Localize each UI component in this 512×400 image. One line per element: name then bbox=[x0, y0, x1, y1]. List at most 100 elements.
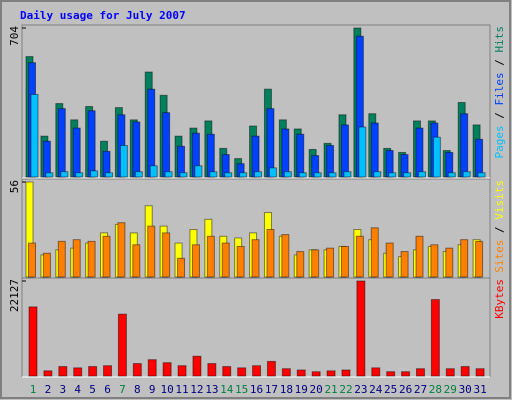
x-tick-label: 15 bbox=[235, 383, 248, 396]
bar bbox=[462, 171, 471, 178]
bar bbox=[149, 165, 158, 178]
bar bbox=[415, 235, 424, 278]
bar bbox=[164, 171, 173, 178]
bar bbox=[87, 240, 96, 278]
bar bbox=[460, 239, 469, 278]
bar bbox=[206, 235, 215, 278]
bar bbox=[268, 167, 277, 178]
bar bbox=[281, 234, 290, 278]
bar bbox=[224, 172, 233, 178]
x-tick-label: 4 bbox=[74, 383, 81, 396]
x-tick-label: 8 bbox=[134, 383, 141, 396]
bar bbox=[340, 124, 349, 178]
x-tick-label: 23 bbox=[354, 383, 367, 396]
bar bbox=[400, 251, 409, 278]
x-tick-label: 25 bbox=[384, 383, 397, 396]
x-tick-label: 16 bbox=[250, 383, 263, 396]
bar bbox=[296, 251, 305, 278]
bar bbox=[355, 235, 364, 278]
legend-entry: KBytes bbox=[493, 279, 506, 319]
x-tick-label: 5 bbox=[89, 383, 96, 396]
bar bbox=[192, 355, 202, 377]
bar bbox=[341, 369, 351, 377]
bar bbox=[475, 240, 484, 278]
bar bbox=[177, 257, 186, 278]
chart-title: Daily usage for July 2007 bbox=[20, 9, 186, 22]
bar bbox=[356, 280, 366, 377]
bar bbox=[28, 242, 36, 278]
bar bbox=[326, 370, 336, 377]
bar bbox=[191, 244, 200, 278]
bar bbox=[251, 239, 260, 278]
x-tick-label: 28 bbox=[429, 383, 442, 396]
bar bbox=[179, 172, 188, 178]
bar bbox=[75, 172, 84, 178]
bar bbox=[134, 171, 143, 178]
bar bbox=[373, 171, 382, 178]
x-tick-label: 21 bbox=[324, 383, 337, 396]
bar bbox=[254, 171, 263, 178]
bar bbox=[72, 239, 81, 278]
bar bbox=[162, 362, 172, 377]
bar bbox=[209, 171, 218, 178]
legend-separator: / bbox=[493, 106, 506, 126]
bar bbox=[73, 367, 83, 377]
bar bbox=[447, 172, 456, 178]
bar bbox=[477, 172, 486, 178]
bar bbox=[162, 112, 171, 178]
bar bbox=[430, 244, 439, 278]
x-tick-label: 22 bbox=[339, 383, 352, 396]
bar bbox=[460, 366, 470, 377]
legend-entry: Hits bbox=[493, 26, 506, 53]
bar bbox=[475, 138, 484, 178]
bar bbox=[252, 365, 262, 377]
bar bbox=[147, 88, 156, 178]
bar bbox=[313, 172, 322, 178]
legend-entry: Pages bbox=[493, 125, 506, 158]
x-tick-label: 7 bbox=[119, 383, 126, 396]
x-tick-label: 27 bbox=[414, 383, 427, 396]
bar bbox=[415, 368, 425, 377]
x-tick-label: 19 bbox=[295, 383, 308, 396]
bar bbox=[340, 245, 349, 278]
legend: Pages / Files / Hits bbox=[493, 26, 506, 159]
bar bbox=[385, 242, 394, 278]
bar bbox=[460, 113, 469, 178]
bar bbox=[132, 363, 142, 377]
x-tick-label: 6 bbox=[104, 383, 111, 396]
x-tick-label: 13 bbox=[205, 383, 218, 396]
legend-entry: Visits bbox=[493, 180, 506, 220]
bar bbox=[239, 172, 248, 178]
bar bbox=[417, 171, 426, 178]
bar bbox=[311, 249, 320, 278]
bar bbox=[147, 359, 157, 377]
x-tick-label: 12 bbox=[190, 383, 203, 396]
x-tick-label: 29 bbox=[444, 383, 457, 396]
bar bbox=[370, 227, 379, 278]
x-tick-label: 3 bbox=[59, 383, 66, 396]
panel bbox=[21, 277, 491, 378]
bar bbox=[57, 108, 66, 178]
bar bbox=[388, 172, 397, 178]
bar bbox=[30, 93, 39, 178]
bar bbox=[445, 247, 454, 278]
bar bbox=[206, 133, 215, 178]
bar bbox=[42, 140, 51, 178]
bar bbox=[281, 368, 291, 377]
bar bbox=[103, 365, 113, 377]
bar bbox=[162, 232, 171, 278]
bar bbox=[28, 306, 38, 377]
bar bbox=[132, 244, 141, 278]
bar bbox=[60, 171, 69, 178]
bar bbox=[266, 108, 275, 178]
x-tick-label: 11 bbox=[175, 383, 188, 396]
x-tick-label: 17 bbox=[265, 383, 278, 396]
bar bbox=[370, 122, 379, 178]
bar bbox=[283, 171, 292, 178]
bar bbox=[207, 363, 217, 377]
bar bbox=[266, 229, 275, 278]
bar bbox=[42, 252, 51, 278]
y-tick-label: 56 bbox=[8, 180, 21, 193]
bar bbox=[328, 172, 337, 178]
legend-separator: / bbox=[493, 53, 506, 73]
